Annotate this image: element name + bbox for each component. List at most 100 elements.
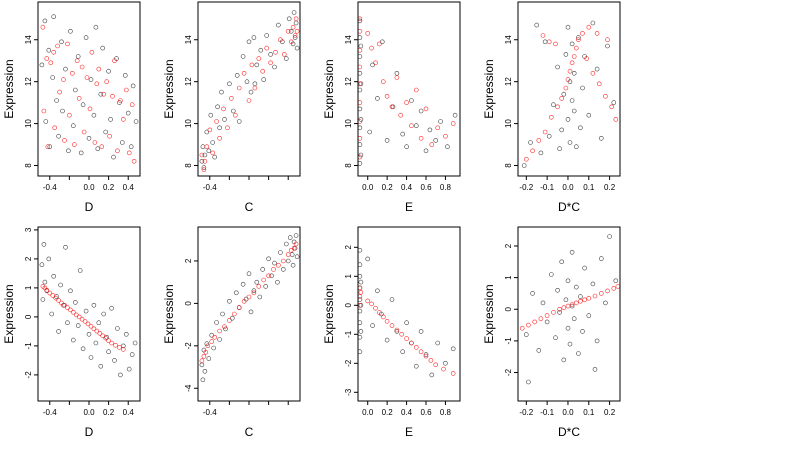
data-point <box>126 366 132 372</box>
data-point <box>294 45 300 51</box>
data-point <box>94 328 100 334</box>
data-point <box>108 117 113 122</box>
data-point <box>82 319 88 324</box>
data-point <box>227 298 232 304</box>
data-point <box>563 297 569 303</box>
data-point <box>81 129 87 135</box>
data-point <box>565 325 571 331</box>
data-point <box>561 357 567 363</box>
x-tick-label: -0.2 <box>519 408 533 417</box>
data-point <box>292 33 298 38</box>
data-point <box>41 108 47 114</box>
data-point <box>227 318 232 323</box>
data-point <box>358 279 364 285</box>
data-point <box>244 79 250 84</box>
data-point <box>276 262 281 268</box>
data-point <box>236 119 242 124</box>
y-tick-label: 12 <box>344 77 353 86</box>
data-point <box>523 332 529 337</box>
data-point <box>553 41 558 47</box>
y-axis-label: Expression <box>482 284 496 343</box>
data-point <box>394 329 400 334</box>
data-point <box>433 362 439 368</box>
data-point <box>384 318 390 324</box>
data-point <box>429 142 435 147</box>
data-point <box>206 356 212 361</box>
data-point <box>358 117 364 122</box>
data-point <box>288 248 294 253</box>
x-tick-label: 0.0 <box>83 183 95 192</box>
data-point <box>56 298 61 303</box>
data-point <box>288 28 294 34</box>
data-point <box>43 119 49 124</box>
data-point <box>214 320 219 325</box>
data-point <box>46 256 52 262</box>
panel-3: 0.0 0.2 0.4 0.6 0.8 8 10 12 14 E Expression <box>322 1 461 214</box>
data-point <box>50 293 56 298</box>
x-tick-label: -0.4 <box>203 408 217 417</box>
data-point <box>217 125 222 131</box>
data-point <box>590 20 596 26</box>
data-point <box>423 352 429 357</box>
data-point <box>536 138 542 143</box>
data-point <box>97 331 103 336</box>
data-point <box>594 66 600 72</box>
data-point <box>65 320 70 326</box>
data-point <box>389 104 395 110</box>
data-point <box>611 100 617 105</box>
data-point <box>548 272 554 277</box>
data-point <box>212 154 217 160</box>
data-point <box>220 311 225 317</box>
data-point <box>404 144 409 149</box>
data-point <box>528 140 533 145</box>
data-point <box>260 267 266 272</box>
data-point <box>573 144 579 149</box>
data-point <box>246 98 252 103</box>
data-point <box>68 28 73 34</box>
data-point <box>118 98 123 103</box>
data-point <box>199 152 205 158</box>
data-point <box>605 43 610 49</box>
data-point <box>96 66 102 72</box>
data-point <box>435 340 441 346</box>
data-point <box>370 62 375 68</box>
data-point <box>44 287 50 293</box>
data-point <box>557 146 562 151</box>
data-point <box>293 16 299 22</box>
data-point <box>598 136 604 141</box>
data-point <box>118 372 123 378</box>
data-point <box>266 256 271 262</box>
data-point <box>559 259 565 265</box>
data-point <box>530 148 535 154</box>
data-point <box>106 338 111 344</box>
y-axis-label: Expression <box>162 284 176 343</box>
data-point <box>121 117 126 122</box>
data-point <box>563 52 569 57</box>
data-point <box>199 362 205 368</box>
data-point <box>278 37 283 43</box>
data-point <box>263 284 269 289</box>
data-point <box>293 233 299 238</box>
data-point <box>580 85 585 91</box>
series-observed <box>521 20 617 168</box>
data-point <box>605 288 610 294</box>
x-tick-label: 0.2 <box>382 408 394 417</box>
data-point <box>48 60 54 66</box>
data-point <box>236 305 242 310</box>
data-point <box>131 159 137 164</box>
panel-1: -0.4 0.0 0.2 0.4 8 10 12 14 D Expression <box>2 1 141 214</box>
data-point <box>109 305 114 311</box>
data-point <box>358 289 364 295</box>
data-point <box>201 354 207 359</box>
series-observed <box>357 247 456 378</box>
data-point <box>121 343 126 349</box>
data-point <box>251 288 257 294</box>
panel-2: -0.4 8 10 12 14 C Expression <box>162 1 301 214</box>
data-point <box>241 71 247 76</box>
data-point <box>57 89 62 95</box>
data-point <box>61 77 66 82</box>
data-point <box>204 129 210 135</box>
plot-frame <box>357 1 461 177</box>
data-point <box>63 66 68 72</box>
data-point <box>230 315 235 321</box>
